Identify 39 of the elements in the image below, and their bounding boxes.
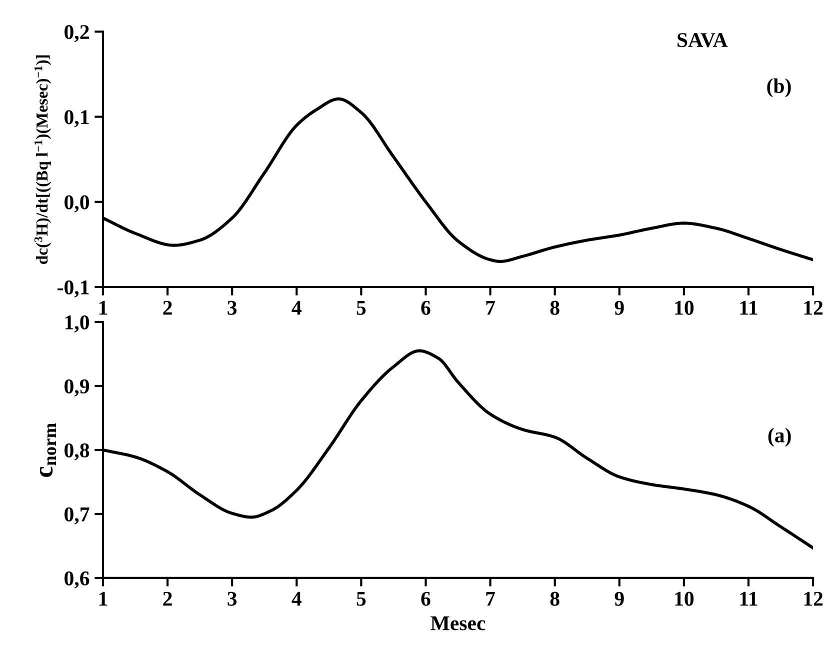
- y-tick-label: 0,1: [64, 110, 89, 128]
- y-tick-label: 0,8: [64, 443, 90, 460]
- y-tick-label: 1,0: [65, 315, 90, 332]
- y-tick-label: 0,0: [64, 195, 90, 212]
- x-tick-label: 12: [804, 300, 823, 315]
- x-tick-label: 5: [356, 301, 366, 315]
- x-tick-label: 4: [292, 592, 302, 606]
- y-axis-title: c$_{norm}$: [40, 423, 56, 477]
- x-tick-label: 8: [550, 300, 560, 315]
- x-tick-label: 3: [228, 592, 237, 606]
- x-tick-label: 6: [421, 300, 430, 315]
- x-tick-label: 5: [356, 592, 366, 606]
- x-tick-label: 10: [675, 592, 694, 606]
- x-tick-label: 7: [486, 592, 495, 606]
- x-tick-label: 2: [163, 300, 172, 315]
- x-tick-label: 6: [421, 592, 430, 606]
- x-tick-label: 7: [486, 301, 495, 315]
- x-tick-label: 12: [804, 592, 823, 606]
- x-tick-label: 9: [614, 300, 624, 315]
- annotation: (b): [767, 78, 791, 98]
- annotation: SAVA: [678, 33, 728, 48]
- x-axis-title: Mesec: [430, 616, 486, 630]
- y-tick-label: 0,6: [64, 571, 90, 588]
- x-tick-label: 4: [292, 300, 302, 315]
- x-tick-label: 9: [614, 592, 624, 606]
- y-axis-title: dc($^{3}$H)/dt[((Bq l$^{−1}$)(Mesec)$^{−1}$)]: [34, 55, 52, 264]
- y-tick-label: 0,9: [64, 379, 90, 396]
- y-tick-label: 0,2: [64, 25, 89, 42]
- annotation: (a): [768, 428, 791, 447]
- x-tick-label: 8: [550, 592, 560, 606]
- x-tick-label: 11: [740, 300, 758, 315]
- x-tick-label: 11: [740, 592, 758, 606]
- x-tick-label: 1: [99, 300, 108, 315]
- x-tick-label: 3: [228, 300, 237, 315]
- x-tick-label: 1: [99, 592, 108, 606]
- x-tick-label: 2: [163, 592, 172, 606]
- y-tick-label: 0,7: [64, 507, 90, 524]
- y-tick-label: -0,1: [58, 280, 89, 298]
- x-tick-label: 10: [675, 300, 694, 315]
